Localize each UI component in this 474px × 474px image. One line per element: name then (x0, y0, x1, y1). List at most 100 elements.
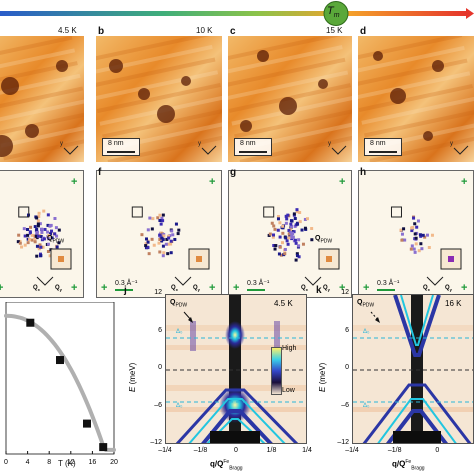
panel-i-trend-curve (4, 313, 116, 452)
panel-j-delta-upper: Δ₀ (176, 329, 183, 335)
bragg-peak-marker: + (209, 176, 216, 188)
bragg-peak-marker: + (363, 282, 370, 294)
x-tick-label: 0 (4, 459, 8, 466)
defect-spot (373, 51, 383, 61)
qy-axis-label: Qy (55, 285, 62, 293)
scale-bar-label: 8 nm (240, 140, 256, 147)
data-point (26, 318, 35, 327)
lattice-axes-icon: y (450, 136, 470, 156)
y-tick-label: –6 (341, 401, 349, 409)
scale-bar-label: 8 nm (370, 140, 386, 147)
panel-j-xlabel: q/QFeBragg (210, 459, 243, 472)
panel-j-spectrum: High Low QPDW 4.5 K Δ₀ Δ₀ (165, 294, 307, 444)
defect-spot (390, 88, 406, 104)
y-tick-label: 0 (158, 364, 162, 371)
tm-label: T (327, 5, 334, 17)
tm-marker-label: Tm (327, 5, 340, 19)
bragg-peak-marker: + (71, 176, 78, 188)
x-tick-label: 1/4 (302, 447, 312, 454)
scale-bar-box: 8 nm (102, 138, 140, 156)
qx-axis-label: Qx (301, 285, 308, 293)
data-point (56, 356, 64, 365)
panel-j-ylabel: E (meV) (128, 362, 137, 392)
bragg-peak-marker: + (461, 282, 468, 294)
panel-i-chart: 0 4 8 12 16 20 (4, 302, 118, 466)
bragg-peak-marker: + (461, 176, 468, 188)
qpdw-label: QPDW (47, 235, 65, 245)
qy-axis-label: Qy (323, 285, 330, 293)
bragg-peak-marker: + (339, 176, 346, 188)
panel-j-temp: 4.5 K (274, 299, 293, 308)
defect-spot (1, 77, 19, 95)
y-tick-label: 6 (158, 326, 162, 334)
x-tick-label: –1/4 (158, 447, 172, 454)
topograph-3-temp: 15 K (326, 26, 343, 35)
defect-spot (318, 79, 328, 89)
topograph-1 (0, 36, 84, 162)
panel-k-xlabel: q/QFeBragg (392, 459, 425, 472)
y-tick-label: 12 (154, 289, 162, 296)
qpdw-label: QPDW (315, 235, 333, 245)
qx-axis-label: Qx (423, 285, 430, 293)
defect-spot (157, 105, 175, 123)
panel-b-letter: b (98, 26, 105, 37)
fourier-scale-bar (247, 289, 265, 291)
panel-h-letter: h (360, 167, 367, 178)
panel-j-colorbar (271, 347, 282, 395)
x-tick-label: –1/8 (387, 447, 402, 454)
panel-k-delta-lower: Δ₀ (363, 403, 370, 409)
bragg-peak-marker: + (209, 282, 216, 294)
topograph-1-temp: 4.5 K (58, 26, 77, 35)
x-tick-label: –1/8 (193, 447, 208, 454)
x-tick-label: 16 (89, 459, 97, 466)
defect-spot (0, 135, 13, 157)
defect-spot (138, 88, 150, 100)
panel-k-letter: k (316, 285, 322, 296)
fourier-1: + + + QPDW Qx Qy (0, 170, 84, 298)
scale-bar-label: 8 nm (108, 140, 124, 147)
fourier-scale-label: 0.3 Å⁻¹ (247, 280, 270, 287)
svg-text:y: y (450, 141, 453, 147)
panel-j-letter: j (124, 285, 127, 296)
x-tick-label: 12 (67, 459, 75, 466)
qx-axis-label: Qx (171, 285, 178, 293)
scale-bar-box: 8 nm (364, 138, 402, 156)
x-tick-label: 8 (47, 459, 51, 466)
temperature-bar (0, 1, 474, 26)
data-point (83, 419, 91, 428)
defect-spot (432, 60, 444, 72)
y-tick-label: –12 (150, 439, 162, 446)
bragg-peak-marker: + (0, 283, 3, 294)
panel-k-ylabel: E (meV) (318, 362, 327, 392)
scale-bar (107, 151, 135, 153)
x-tick-label: 0 (234, 447, 238, 454)
defect-spot (423, 131, 433, 141)
x-tick-label: 0 (435, 447, 440, 454)
bragg-peak-marker: + (339, 282, 346, 294)
defect-spot (181, 76, 191, 86)
panel-g-letter: g (230, 167, 237, 178)
x-tick-label: 4 (26, 459, 30, 466)
y-tick-label: –6 (154, 401, 162, 409)
panel-j-delta-lower: Δ₀ (176, 403, 183, 409)
qy-axis-label: Qy (445, 285, 452, 293)
fourier-3: + + + QPDW Qx Qy 0.3 Å⁻¹ (228, 170, 352, 298)
scale-bar (369, 151, 397, 153)
fourier-scale-bar (115, 289, 133, 291)
svg-text:y: y (60, 141, 63, 147)
data-point (99, 443, 108, 452)
fourier-scale-label: 0.3 Å⁻¹ (377, 280, 400, 287)
y-tick-label: 12 (341, 289, 349, 296)
svg-text:y: y (198, 141, 201, 147)
topograph-2-temp: 10 K (196, 26, 213, 35)
panel-i-xlabel: T (K) (58, 459, 76, 468)
lattice-axes-icon: y (198, 136, 218, 156)
x-tick-label: –1/4 (345, 447, 359, 454)
fourier-scale-label: 0.3 Å⁻¹ (115, 280, 138, 287)
y-tick-label: 6 (345, 326, 349, 334)
bragg-peak-marker: + (101, 282, 108, 294)
bragg-peak-marker: + (71, 282, 78, 294)
panel-c-letter: c (230, 26, 236, 37)
defect-spot (279, 97, 297, 115)
panel-d-letter: d (360, 26, 367, 37)
